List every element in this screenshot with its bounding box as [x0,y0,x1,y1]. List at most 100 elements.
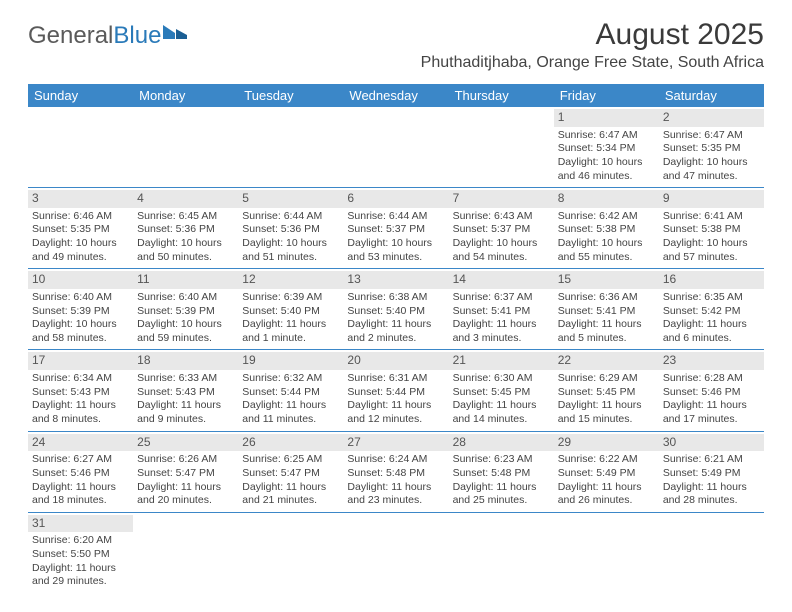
sunset-text: Sunset: 5:47 PM [242,467,339,481]
calendar-cell: 24Sunrise: 6:27 AMSunset: 5:46 PMDayligh… [28,431,133,512]
daylight-text: Daylight: 10 hours and 47 minutes. [663,156,760,183]
day-number: 13 [343,271,448,289]
calendar-cell: 7Sunrise: 6:43 AMSunset: 5:37 PMDaylight… [449,188,554,269]
sunset-text: Sunset: 5:43 PM [137,386,234,400]
day-number: 30 [659,434,764,452]
sunset-text: Sunset: 5:40 PM [347,305,444,319]
calendar-cell: 5Sunrise: 6:44 AMSunset: 5:36 PMDaylight… [238,188,343,269]
daylight-text: Daylight: 11 hours and 21 minutes. [242,481,339,508]
daylight-text: Daylight: 11 hours and 8 minutes. [32,399,129,426]
day-number: 14 [449,271,554,289]
daylight-text: Daylight: 11 hours and 12 minutes. [347,399,444,426]
logo-text-2: Blue [113,22,161,50]
sunrise-text: Sunrise: 6:35 AM [663,291,760,305]
day-header: Friday [554,84,659,107]
daylight-text: Daylight: 10 hours and 49 minutes. [32,237,129,264]
sunrise-text: Sunrise: 6:41 AM [663,210,760,224]
day-number: 5 [238,190,343,208]
sunset-text: Sunset: 5:39 PM [32,305,129,319]
sunrise-text: Sunrise: 6:43 AM [453,210,550,224]
sunset-text: Sunset: 5:37 PM [347,223,444,237]
daylight-text: Daylight: 11 hours and 25 minutes. [453,481,550,508]
calendar-cell: 18Sunrise: 6:33 AMSunset: 5:43 PMDayligh… [133,350,238,431]
sunset-text: Sunset: 5:41 PM [453,305,550,319]
sunset-text: Sunset: 5:34 PM [558,142,655,156]
daylight-text: Daylight: 11 hours and 1 minute. [242,318,339,345]
logo-text-1: General [28,22,113,50]
calendar-row: 24Sunrise: 6:27 AMSunset: 5:46 PMDayligh… [28,431,764,512]
calendar-cell: 13Sunrise: 6:38 AMSunset: 5:40 PMDayligh… [343,269,448,350]
day-number: 6 [343,190,448,208]
calendar-cell: 17Sunrise: 6:34 AMSunset: 5:43 PMDayligh… [28,350,133,431]
daylight-text: Daylight: 11 hours and 15 minutes. [558,399,655,426]
daylight-text: Daylight: 10 hours and 58 minutes. [32,318,129,345]
day-number: 19 [238,352,343,370]
sunrise-text: Sunrise: 6:23 AM [453,453,550,467]
day-number: 1 [554,109,659,127]
sunrise-text: Sunrise: 6:29 AM [558,372,655,386]
sunset-text: Sunset: 5:44 PM [347,386,444,400]
calendar-cell [449,512,554,593]
day-header: Tuesday [238,84,343,107]
sunrise-text: Sunrise: 6:42 AM [558,210,655,224]
sunrise-text: Sunrise: 6:40 AM [32,291,129,305]
calendar-cell: 15Sunrise: 6:36 AMSunset: 5:41 PMDayligh… [554,269,659,350]
day-number: 21 [449,352,554,370]
day-header: Monday [133,84,238,107]
sunset-text: Sunset: 5:45 PM [453,386,550,400]
day-number: 12 [238,271,343,289]
sunset-text: Sunset: 5:48 PM [453,467,550,481]
calendar-cell [133,512,238,593]
calendar-cell [449,107,554,188]
daylight-text: Daylight: 11 hours and 18 minutes. [32,481,129,508]
day-number: 15 [554,271,659,289]
day-number: 4 [133,190,238,208]
calendar-cell: 26Sunrise: 6:25 AMSunset: 5:47 PMDayligh… [238,431,343,512]
sunset-text: Sunset: 5:49 PM [558,467,655,481]
sunrise-text: Sunrise: 6:34 AM [32,372,129,386]
calendar-cell [343,512,448,593]
daylight-text: Daylight: 11 hours and 17 minutes. [663,399,760,426]
location-subtitle: Phuthaditjhaba, Orange Free State, South… [421,54,764,72]
day-number: 23 [659,352,764,370]
day-number: 9 [659,190,764,208]
daylight-text: Daylight: 11 hours and 11 minutes. [242,399,339,426]
day-number: 16 [659,271,764,289]
sunrise-text: Sunrise: 6:25 AM [242,453,339,467]
calendar-cell: 19Sunrise: 6:32 AMSunset: 5:44 PMDayligh… [238,350,343,431]
day-header: Saturday [659,84,764,107]
calendar-cell [659,512,764,593]
daylight-text: Daylight: 10 hours and 55 minutes. [558,237,655,264]
calendar-cell [238,107,343,188]
sunset-text: Sunset: 5:38 PM [558,223,655,237]
page-header: GeneralBlue August 2025 Phuthaditjhaba, … [0,0,792,76]
day-number: 18 [133,352,238,370]
day-number: 28 [449,434,554,452]
daylight-text: Daylight: 11 hours and 29 minutes. [32,562,129,589]
day-number: 24 [28,434,133,452]
sunset-text: Sunset: 5:39 PM [137,305,234,319]
calendar-cell [28,107,133,188]
calendar-row: 31Sunrise: 6:20 AMSunset: 5:50 PMDayligh… [28,512,764,593]
calendar-cell: 9Sunrise: 6:41 AMSunset: 5:38 PMDaylight… [659,188,764,269]
sunrise-text: Sunrise: 6:27 AM [32,453,129,467]
calendar-cell: 23Sunrise: 6:28 AMSunset: 5:46 PMDayligh… [659,350,764,431]
day-number: 25 [133,434,238,452]
sunrise-text: Sunrise: 6:44 AM [242,210,339,224]
sunrise-text: Sunrise: 6:20 AM [32,534,129,548]
flag-icon [163,18,189,46]
sunset-text: Sunset: 5:35 PM [32,223,129,237]
day-number: 20 [343,352,448,370]
sunrise-text: Sunrise: 6:38 AM [347,291,444,305]
calendar-cell: 14Sunrise: 6:37 AMSunset: 5:41 PMDayligh… [449,269,554,350]
sunset-text: Sunset: 5:46 PM [32,467,129,481]
daylight-text: Daylight: 11 hours and 9 minutes. [137,399,234,426]
day-header: Sunday [28,84,133,107]
day-number: 3 [28,190,133,208]
sunrise-text: Sunrise: 6:22 AM [558,453,655,467]
calendar-row: 1Sunrise: 6:47 AMSunset: 5:34 PMDaylight… [28,107,764,188]
day-number: 10 [28,271,133,289]
sunrise-text: Sunrise: 6:26 AM [137,453,234,467]
calendar-cell: 25Sunrise: 6:26 AMSunset: 5:47 PMDayligh… [133,431,238,512]
calendar-cell: 1Sunrise: 6:47 AMSunset: 5:34 PMDaylight… [554,107,659,188]
